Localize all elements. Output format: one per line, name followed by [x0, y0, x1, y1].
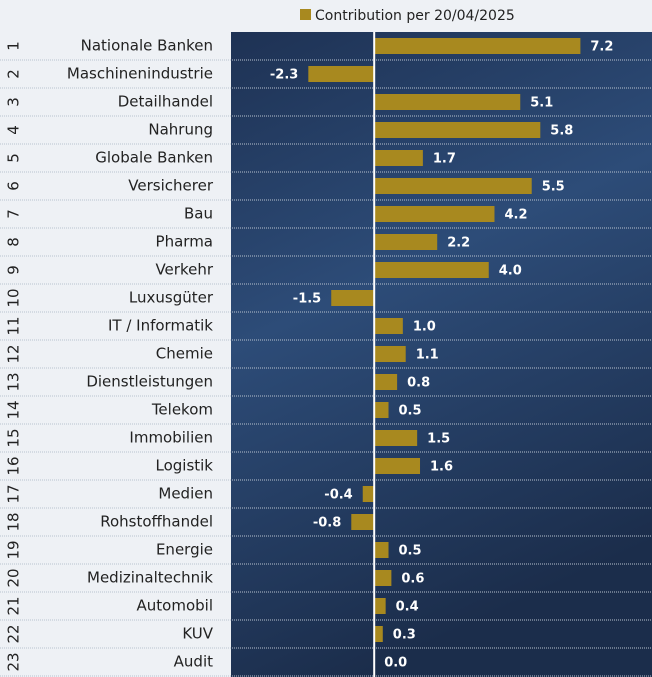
- value-label: 5.8: [550, 124, 573, 139]
- bar: [374, 94, 521, 110]
- category-label: Dienstleistungen: [86, 373, 213, 391]
- category-label: Medizinaltechnik: [87, 569, 213, 587]
- bar: [374, 542, 389, 558]
- rank: 17: [5, 484, 23, 503]
- rank: 2: [5, 69, 23, 79]
- category-label: Nationale Banken: [81, 37, 213, 55]
- category-label: Bau: [184, 205, 213, 223]
- value-label: -2.3: [270, 68, 298, 83]
- bar: [374, 178, 532, 194]
- value-label: 4.2: [504, 208, 527, 223]
- bar: [374, 570, 392, 586]
- bar: [308, 66, 375, 82]
- rank: 10: [5, 288, 23, 307]
- bar: [374, 262, 489, 278]
- value-label: 0.6: [401, 572, 424, 587]
- value-label: -1.5: [293, 292, 321, 307]
- category-label: Immobilien: [129, 429, 213, 447]
- category-label: Energie: [156, 541, 213, 559]
- category-label: Versicherer: [128, 177, 214, 195]
- rank: 19: [5, 540, 23, 559]
- rank: 7: [5, 209, 23, 219]
- rank: 4: [5, 125, 23, 135]
- bar: [374, 430, 418, 446]
- value-label: 4.0: [499, 264, 522, 279]
- rank: 11: [5, 316, 23, 335]
- category-label: Chemie: [156, 345, 213, 363]
- rank: 16: [5, 456, 23, 475]
- value-label: 1.5: [427, 432, 450, 447]
- category-label: Luxusgüter: [129, 289, 214, 307]
- category-label: Audit: [174, 653, 213, 671]
- rank: 23: [5, 652, 23, 671]
- bar: [362, 486, 375, 502]
- bar: [374, 206, 495, 222]
- bar: [374, 150, 423, 166]
- legend-label: Contribution per 20/04/2025: [315, 8, 515, 24]
- category-label: Logistik: [155, 457, 213, 475]
- bar: [374, 598, 386, 614]
- rank: 21: [5, 596, 23, 615]
- category-label: Pharma: [156, 233, 213, 251]
- bar: [374, 374, 398, 390]
- category-label: Rohstoffhandel: [100, 513, 213, 531]
- bar: [374, 402, 389, 418]
- rank: 5: [5, 153, 23, 163]
- rank: 22: [5, 624, 23, 643]
- category-label: Nahrung: [148, 121, 213, 139]
- value-label: 0.5: [399, 544, 422, 559]
- value-label: -0.8: [313, 516, 341, 531]
- rank: 3: [5, 97, 23, 107]
- value-label: 0.0: [384, 656, 407, 671]
- value-label: 0.3: [393, 628, 416, 643]
- rank: 15: [5, 428, 23, 447]
- category-label: Medien: [158, 485, 213, 503]
- value-label: -0.4: [324, 488, 352, 503]
- category-label: Automobil: [137, 597, 213, 615]
- value-label: 2.2: [447, 236, 470, 251]
- rank: 6: [5, 181, 23, 191]
- value-label: 5.1: [530, 96, 553, 111]
- bar: [374, 346, 406, 362]
- rank: 14: [5, 400, 23, 419]
- value-label: 7.2: [590, 40, 613, 55]
- rank: 12: [5, 344, 23, 363]
- category-label: Detailhandel: [118, 93, 213, 111]
- plot-area: [231, 32, 652, 677]
- bar: [351, 514, 375, 530]
- value-label: 1.7: [433, 152, 456, 167]
- category-label: Telekom: [151, 401, 213, 419]
- bar: [374, 234, 438, 250]
- rank: 20: [5, 568, 23, 587]
- value-label: 1.6: [430, 460, 453, 475]
- bar: [374, 458, 421, 474]
- value-label: 1.0: [413, 320, 436, 335]
- value-label: 1.1: [416, 348, 439, 363]
- bar: [374, 122, 541, 138]
- bar: [374, 318, 403, 334]
- value-label: 5.5: [542, 180, 565, 195]
- category-label: Globale Banken: [95, 149, 213, 167]
- value-label: 0.5: [399, 404, 422, 419]
- rank: 18: [5, 512, 23, 531]
- category-label: Verkehr: [155, 261, 213, 279]
- rank: 8: [5, 237, 23, 247]
- bar: [374, 38, 581, 54]
- category-label: Maschinenindustrie: [67, 65, 213, 83]
- rank: 1: [5, 41, 23, 51]
- bar: [331, 290, 375, 306]
- value-label: 0.4: [396, 600, 419, 615]
- rank: 9: [5, 265, 23, 275]
- legend-swatch: [300, 9, 311, 20]
- bar: [374, 626, 383, 642]
- category-label: KUV: [182, 625, 213, 643]
- value-label: 0.8: [407, 376, 430, 391]
- rank: 13: [5, 372, 23, 391]
- category-label: IT / Informatik: [108, 317, 213, 335]
